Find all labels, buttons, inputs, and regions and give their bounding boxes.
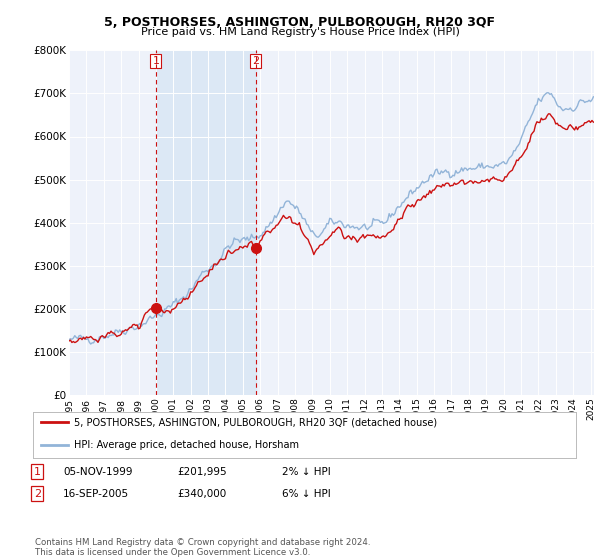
- Text: 5, POSTHORSES, ASHINGTON, PULBOROUGH, RH20 3QF (detached house): 5, POSTHORSES, ASHINGTON, PULBOROUGH, RH…: [74, 417, 437, 427]
- Text: 2% ↓ HPI: 2% ↓ HPI: [282, 466, 331, 477]
- Text: Price paid vs. HM Land Registry's House Price Index (HPI): Price paid vs. HM Land Registry's House …: [140, 27, 460, 37]
- Text: 6% ↓ HPI: 6% ↓ HPI: [282, 489, 331, 499]
- Text: 5, POSTHORSES, ASHINGTON, PULBOROUGH, RH20 3QF: 5, POSTHORSES, ASHINGTON, PULBOROUGH, RH…: [104, 16, 496, 29]
- Text: £201,995: £201,995: [177, 466, 227, 477]
- Text: 16-SEP-2005: 16-SEP-2005: [63, 489, 129, 499]
- Text: Contains HM Land Registry data © Crown copyright and database right 2024.
This d: Contains HM Land Registry data © Crown c…: [35, 538, 370, 557]
- Text: 1: 1: [152, 55, 160, 66]
- Text: HPI: Average price, detached house, Horsham: HPI: Average price, detached house, Hors…: [74, 440, 299, 450]
- Text: 2: 2: [34, 489, 41, 499]
- Text: £340,000: £340,000: [177, 489, 226, 499]
- Text: 05-NOV-1999: 05-NOV-1999: [63, 466, 133, 477]
- Text: 2: 2: [253, 55, 259, 66]
- Text: 1: 1: [34, 466, 41, 477]
- Bar: [156, 50, 256, 395]
